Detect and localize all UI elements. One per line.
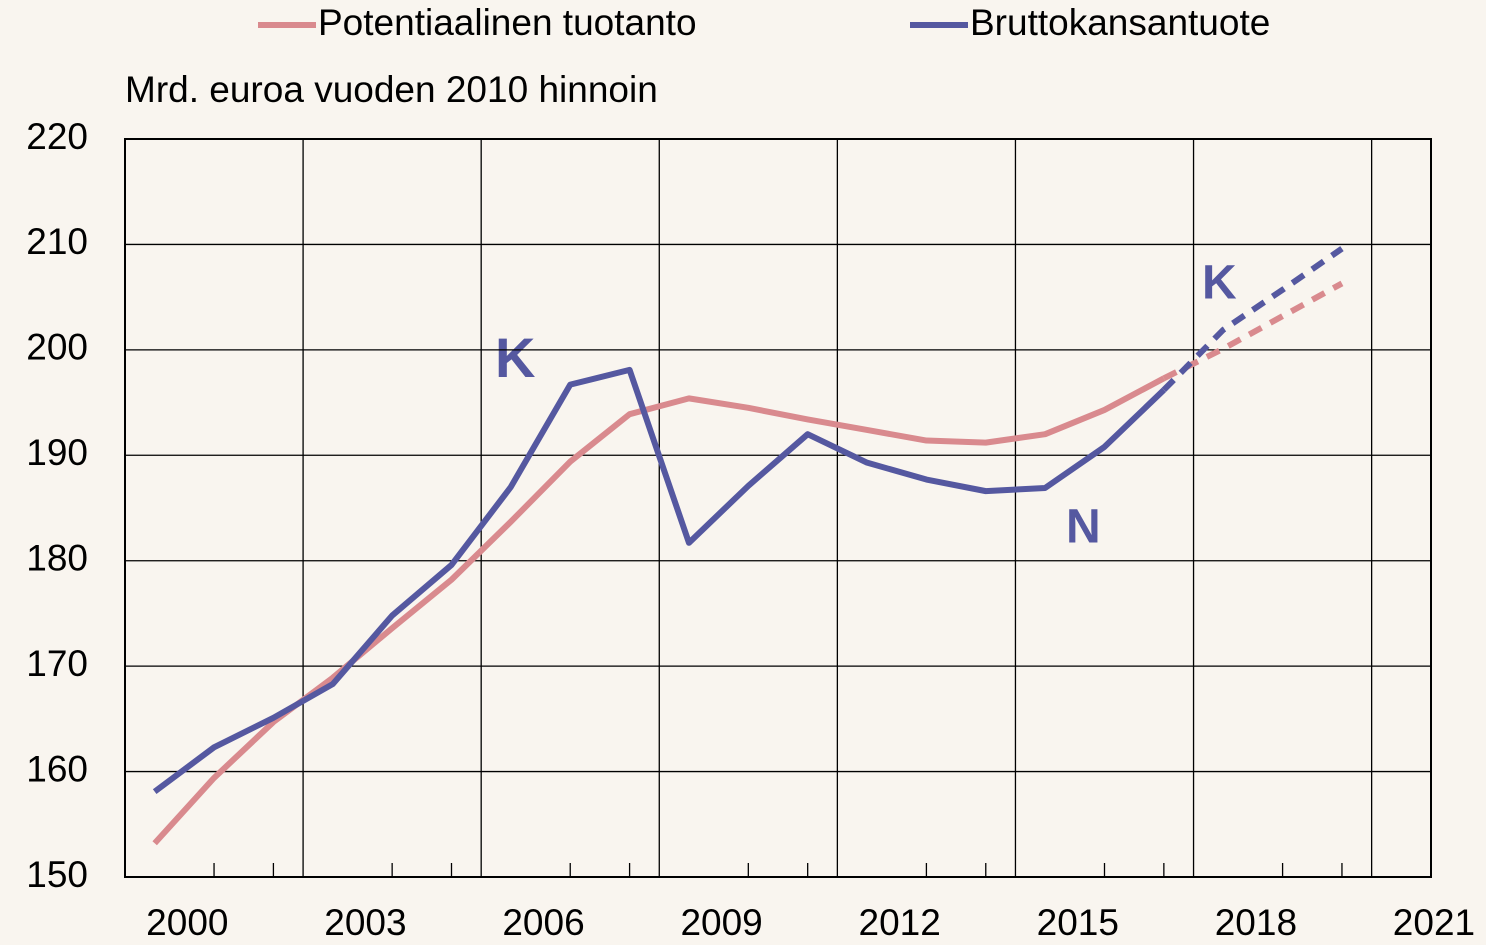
y-tick-label: 200 [26, 327, 88, 368]
y-tick-label: 170 [26, 643, 88, 684]
plot-frame [124, 138, 1432, 878]
x-tick-label: 2003 [324, 902, 406, 943]
y-tick-label: 160 [26, 748, 88, 789]
y-axis-label: Mrd. euroa vuoden 2010 hinnoin [125, 69, 658, 110]
legend-label: Potentiaalinen tuotanto [318, 2, 697, 43]
annotation: N [1066, 501, 1101, 554]
y-tick-label: 210 [26, 221, 88, 262]
x-tick-label: 2021 [1393, 902, 1475, 943]
y-tick-label: 150 [26, 854, 88, 895]
x-tick-label: 2012 [859, 902, 941, 943]
x-tick-label: 2009 [680, 902, 762, 943]
x-tick-label: 2006 [502, 902, 584, 943]
y-tick-label: 220 [26, 116, 88, 157]
series-line [152, 366, 1166, 795]
x-tick-label: 2000 [146, 902, 228, 943]
x-tick-label: 2018 [1215, 902, 1297, 943]
y-tick-label: 180 [26, 537, 88, 578]
series-line [152, 375, 1166, 846]
annotation: K [1202, 257, 1237, 310]
x-tick-label: 2015 [1037, 902, 1119, 943]
y-tick-label: 190 [26, 432, 88, 473]
series-line [1162, 280, 1344, 382]
annotation: K [495, 326, 535, 389]
legend-label: Bruttokansantuote [970, 2, 1270, 43]
series-line [1161, 246, 1344, 393]
